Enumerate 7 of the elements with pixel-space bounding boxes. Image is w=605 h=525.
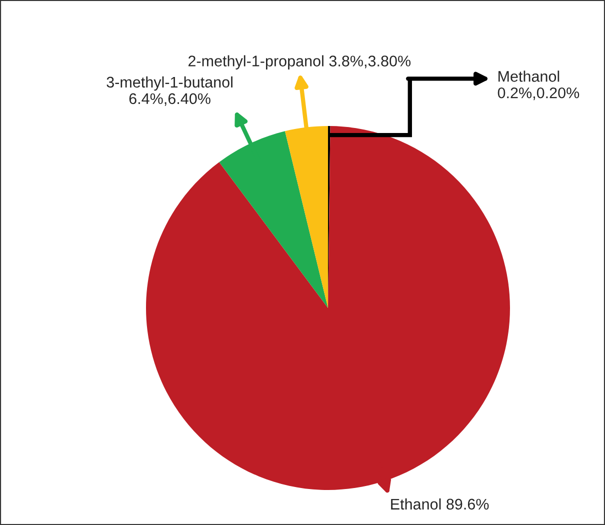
- data-label: 6.4%,6.40%: [129, 93, 210, 106]
- legend-label: Methanol: [498, 70, 560, 82]
- pie-slice: [146, 126, 510, 490]
- slice-label: 3-methyl-1-butanol: [106, 76, 232, 91]
- slice-label: 2-methyl-1-propanol 3.8%,3.80%: [188, 55, 411, 70]
- slice-label: Ethanol 89.6%: [391, 498, 489, 510]
- data-label: 0.2%,0.20%: [498, 87, 580, 100]
